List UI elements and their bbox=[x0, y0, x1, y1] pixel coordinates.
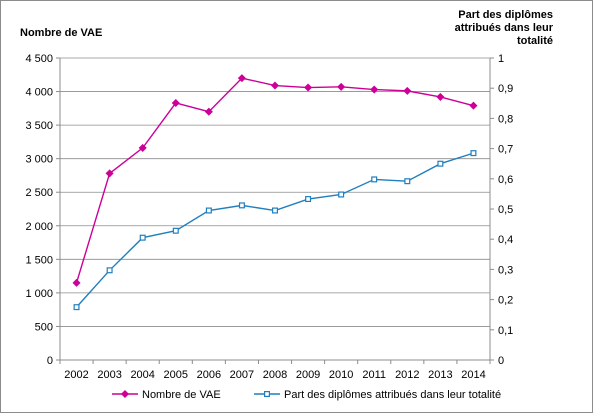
right-tick-label: 0 bbox=[498, 355, 504, 367]
right-tick-label: 0,1 bbox=[498, 325, 513, 337]
series-part-diplomes-point bbox=[305, 196, 312, 203]
series-part-diplomes-point bbox=[338, 191, 345, 198]
right-tick-label: 0,3 bbox=[498, 264, 513, 276]
series-nombre-vae-point bbox=[337, 82, 346, 91]
series-layer bbox=[72, 74, 478, 311]
left-tick-label: 500 bbox=[35, 321, 53, 333]
legend-part-diplomes-marker bbox=[264, 391, 271, 398]
right-axis-title-line: Part des diplômes bbox=[458, 9, 553, 21]
legend: Nombre de VAE Part des diplômes attribués… bbox=[112, 389, 501, 401]
series-nombre-vae-point bbox=[204, 107, 213, 116]
series-nombre-vae-point bbox=[237, 74, 246, 83]
right-tick-label: 0,2 bbox=[498, 295, 513, 307]
right-axis-ticks: 0 0,1 0,2 0,3 0,4 0,5 0,6 0,7 0,8 0,9 1 bbox=[490, 53, 513, 367]
x-tick-label: 2010 bbox=[329, 369, 353, 381]
x-tick-label: 2011 bbox=[362, 369, 386, 381]
series-part-diplomes-point bbox=[371, 176, 378, 183]
x-tick-label: 2014 bbox=[461, 369, 485, 381]
series-part-diplomes-point bbox=[238, 202, 245, 209]
series-part-diplomes-point bbox=[139, 234, 146, 241]
left-tick-label: 4 500 bbox=[25, 53, 53, 65]
left-tick-label: 1 500 bbox=[25, 254, 53, 266]
right-tick-label: 0,4 bbox=[498, 234, 513, 246]
series-part-diplomes-point bbox=[272, 207, 279, 214]
right-axis-title-line: attribués dans leur bbox=[455, 22, 554, 34]
left-tick-label: 3 500 bbox=[25, 120, 53, 132]
legend-nombre-vae-marker bbox=[120, 389, 130, 399]
x-tick-label: 2002 bbox=[64, 369, 88, 381]
left-tick-label: 2 500 bbox=[25, 187, 53, 199]
series-nombre-vae-point bbox=[171, 98, 180, 107]
series-nombre-vae-point bbox=[138, 143, 147, 152]
gridlines bbox=[60, 57, 490, 327]
series-nombre-vae-point bbox=[72, 278, 81, 287]
right-tick-label: 1 bbox=[498, 53, 504, 65]
series-part-diplomes-point bbox=[205, 207, 212, 214]
x-tick-label: 2012 bbox=[395, 369, 419, 381]
x-tick-label: 2004 bbox=[130, 369, 154, 381]
left-axis-title: Nombre de VAE bbox=[20, 27, 102, 39]
series-nombre-vae-point bbox=[436, 92, 445, 101]
x-tick-label: 2007 bbox=[230, 369, 254, 381]
legend-part-diplomes-label: Part des diplômes attribués dans leur to… bbox=[284, 389, 501, 401]
right-axis-title-line: totalité bbox=[517, 35, 553, 47]
series-part-diplomes-point bbox=[470, 150, 477, 157]
series-part-diplomes-point bbox=[404, 178, 411, 185]
x-tick-label: 2006 bbox=[197, 369, 221, 381]
right-tick-label: 0,5 bbox=[498, 204, 513, 216]
x-tick-label: 2008 bbox=[263, 369, 287, 381]
series-part-diplomes-point bbox=[106, 267, 113, 274]
series-nombre-vae-point bbox=[370, 85, 379, 94]
right-tick-label: 0,6 bbox=[498, 174, 513, 186]
left-tick-label: 4 000 bbox=[25, 87, 53, 99]
right-tick-label: 0,8 bbox=[498, 113, 513, 125]
left-tick-label: 1 000 bbox=[25, 288, 53, 300]
series-nombre-vae-point bbox=[304, 83, 313, 92]
right-tick-label: 0,9 bbox=[498, 83, 513, 95]
x-tick-label: 2003 bbox=[97, 369, 121, 381]
series-part-diplomes-point bbox=[172, 227, 179, 234]
left-tick-label: 3 000 bbox=[25, 154, 53, 166]
series-nombre-vae-point bbox=[105, 169, 114, 178]
series-part-diplomes-point bbox=[437, 160, 444, 167]
left-axis-ticks: 0 500 1 000 1 500 2 000 2 500 3 000 3 500 4 000 4… bbox=[25, 53, 60, 367]
right-tick-label: 0,7 bbox=[498, 144, 513, 156]
left-tick-label: 0 bbox=[47, 355, 53, 367]
series-nombre-vae-point bbox=[403, 86, 412, 95]
legend-nombre-vae-label: Nombre de VAE bbox=[142, 389, 221, 401]
x-tick-label: 2013 bbox=[428, 369, 452, 381]
x-tick-label: 2005 bbox=[164, 369, 188, 381]
left-tick-label: 2 000 bbox=[25, 221, 53, 233]
series-nombre-vae-point bbox=[270, 81, 280, 90]
x-tick-label: 2009 bbox=[296, 369, 320, 381]
x-axis-ticks: 2002 2003 2004 2005 2006 2007 2008 2009 2010 2011… bbox=[59, 360, 491, 381]
series-nombre-vae-point bbox=[469, 101, 478, 110]
series-part-diplomes-point bbox=[73, 304, 80, 311]
